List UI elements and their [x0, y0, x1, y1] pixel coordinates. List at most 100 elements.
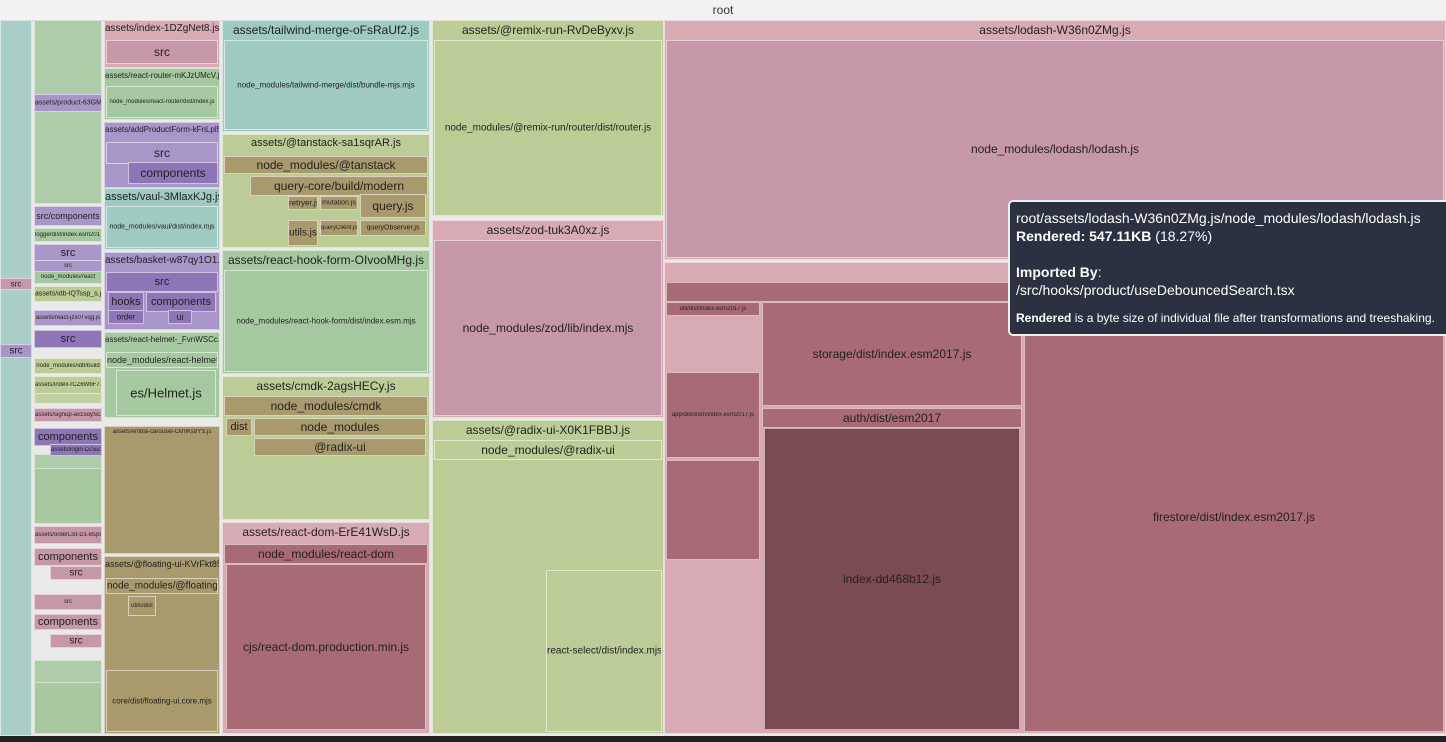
- treemap-node[interactable]: util/dist/index.esm2017.js: [666, 302, 760, 316]
- treemap-node[interactable]: src: [106, 142, 218, 164]
- treemap-node-label: src: [154, 45, 170, 59]
- treemap-node[interactable]: order: [108, 310, 144, 324]
- treemap-node[interactable]: node_modules/vaul/dist/index.mjs: [106, 206, 218, 248]
- treemap-node[interactable]: src/components: [34, 206, 102, 226]
- treemap-node-label: components: [38, 431, 98, 443]
- treemap-node[interactable]: components: [146, 292, 216, 312]
- tooltip-imported-value: /src/hooks/product/useDebouncedSearch.ts…: [1016, 282, 1295, 298]
- treemap-node-label: node_modules/react: [40, 274, 96, 280]
- treemap-node-label: retryer.js: [289, 198, 317, 208]
- treemap-node-label: src: [69, 635, 83, 647]
- treemap-node[interactable]: node_modules/idb/build: [34, 358, 102, 374]
- tooltip-rendered: Rendered: 547.11KB (18.27%): [1016, 227, 1446, 245]
- treemap-node[interactable]: src: [34, 594, 102, 610]
- treemap-node[interactable]: assets/signup-ax15oySc.js: [34, 408, 102, 422]
- treemap-node[interactable]: hooks: [108, 292, 144, 312]
- treemap-node-label: assets/embla-carousel-CkmKs8YS.js: [112, 429, 212, 435]
- treemap-filler-node[interactable]: [34, 682, 102, 734]
- treemap-node[interactable]: src: [34, 260, 102, 272]
- treemap-node[interactable]: node_modules/tailwind-merge/dist/bundle-…: [224, 40, 428, 130]
- treemap-node[interactable]: app/dist/esm/index.esm2017.js: [666, 372, 760, 458]
- treemap-node-label: index-dd468b12.js: [842, 572, 942, 586]
- treemap-node[interactable]: mutation.js: [320, 196, 358, 210]
- treemap-node[interactable]: storage/dist/index.esm2017.js: [762, 302, 1022, 406]
- treemap-node-label: assets/react-jzx0Tvqg.js: [35, 315, 101, 321]
- treemap-node[interactable]: dist: [226, 418, 252, 436]
- treemap-node[interactable]: ui: [168, 310, 192, 324]
- treemap-node[interactable]: node_modules/@remix-run/router/dist/rout…: [434, 40, 662, 216]
- treemap-node[interactable]: utils.js: [288, 220, 318, 246]
- treemap-node[interactable]: auth/dist/esm2017: [762, 408, 1022, 428]
- treemap-node-label: assets/react-hook-form-OIvooMHg.js: [227, 253, 425, 267]
- treemap-node-label: assets/vaul-3MlaxKJg.js: [105, 191, 219, 203]
- treemap-node[interactable]: node_modules/cmdk: [224, 396, 428, 416]
- treemap-node[interactable]: node_modules: [254, 418, 426, 436]
- tooltip-note: Rendered is a byte size of individual fi…: [1016, 309, 1446, 327]
- treemap-node[interactable]: node_modules/@tanstack: [224, 156, 428, 174]
- treemap-node[interactable]: query.js: [360, 194, 426, 218]
- treemap-node-label: assets/zod-tuk3A0xz.js: [486, 223, 610, 237]
- treemap-node-label: assets/index-1DZgNet8.js: [105, 23, 219, 34]
- treemap-node[interactable]: assets/login-DZwZ2qkx.js: [50, 444, 102, 456]
- treemap-node[interactable]: [666, 460, 760, 560]
- treemap-node[interactable]: node_modules/react-hook-form/dist/index.…: [224, 270, 428, 372]
- treemap-node[interactable]: components: [128, 162, 218, 184]
- treemap-node[interactable]: react-select/dist/index.mjs: [546, 570, 662, 732]
- treemap-node[interactable]: components: [34, 614, 102, 630]
- treemap-node-label: src: [64, 599, 72, 605]
- treemap-node-label: node_modules/react-helmet: [107, 355, 217, 365]
- treemap-node[interactable]: assets/product-63GMKtM.js: [34, 94, 102, 112]
- treemap-filler-node[interactable]: [34, 20, 102, 204]
- bottom-bar: [0, 736, 1446, 742]
- treemap-node-label: node_modules/cmdk: [270, 399, 382, 413]
- treemap-node[interactable]: src: [50, 634, 102, 648]
- treemap-node-label: assets/@tanstack-sa1sqrAR.js: [251, 137, 401, 149]
- treemap-node-label: assets/cmdk-2agsHECy.js: [256, 379, 396, 393]
- treemap-node[interactable]: components: [34, 548, 102, 566]
- treemap-node[interactable]: queryClient.js: [320, 220, 358, 236]
- treemap-node[interactable]: node_modules/react-helmet: [106, 352, 218, 368]
- treemap-node-label: assets/react-dom-ErE41WsD.js: [242, 525, 410, 539]
- treemap-node[interactable]: node_modules/@radix-ui: [434, 440, 662, 460]
- treemap-node[interactable]: src: [106, 40, 218, 64]
- treemap-node[interactable]: utils/dist: [128, 596, 156, 616]
- treemap-node[interactable]: node_modules/react: [34, 270, 102, 284]
- treemap-node[interactable]: node_modules/zod/lib/index.mjs: [434, 240, 662, 416]
- treemap-node[interactable]: node_modules/react-router/dist/index.js: [106, 86, 218, 118]
- treemap-node-label: components: [140, 166, 206, 180]
- treemap-node[interactable]: queryObserver.js: [360, 220, 426, 236]
- treemap-node-label: src/components: [36, 211, 100, 221]
- treemap-node[interactable]: src: [34, 330, 102, 348]
- treemap-node-label: loggerdist/index.esm2017.js: [35, 232, 101, 238]
- treemap-node-label: node_modules/react-dom: [257, 547, 395, 561]
- treemap-node-label: @radix-ui: [314, 440, 366, 454]
- treemap-node[interactable]: src: [0, 278, 32, 290]
- treemap-node[interactable]: @radix-ui: [254, 438, 426, 456]
- treemap-node[interactable]: node_modules/react-dom: [224, 544, 428, 564]
- treemap-node[interactable]: cjs/react-dom.production.min.js: [226, 564, 426, 730]
- treemap-node[interactable]: assets/index-rCZ6WbF7.js: [34, 376, 102, 394]
- treemap-node[interactable]: query-core/build/modern: [250, 176, 428, 196]
- treemap-node[interactable]: loggerdist/index.esm2017.js: [34, 228, 102, 242]
- treemap-node[interactable]: assets/idb-lQTssp_s.js: [34, 286, 102, 302]
- treemap-node[interactable]: core/dist/floating-ui.core.mjs: [106, 670, 218, 732]
- treemap-node[interactable]: src: [0, 344, 32, 358]
- treemap-node[interactable]: es/Helmet.js: [116, 370, 216, 416]
- treemap-filler-node[interactable]: [34, 468, 102, 524]
- tooltip-note-text: is a byte size of individual file after …: [1074, 311, 1435, 325]
- treemap-node-label: node_modules/react-hook-form/dist/index.…: [236, 316, 416, 326]
- treemap-node[interactable]: assets/react-jzx0Tvqg.js: [34, 310, 102, 326]
- treemap-node[interactable]: index-dd468b12.js: [764, 428, 1020, 730]
- treemap-node[interactable]: src: [106, 272, 218, 292]
- treemap-node[interactable]: retryer.js: [288, 196, 318, 210]
- treemap-node[interactable]: assets/embla-carousel-CkmKs8YS.js: [104, 426, 220, 554]
- treemap-node[interactable]: firestore/dist/index.esm2017.js: [1024, 302, 1444, 732]
- treemap-filler-node[interactable]: [0, 20, 32, 736]
- treemap-node[interactable]: node_modules/@floating-ui: [106, 578, 218, 594]
- treemap-node[interactable]: src: [50, 566, 102, 580]
- treemap-node-label: assets/react-helmet-_FvnWSCc.js: [105, 335, 219, 344]
- treemap-node[interactable]: assets/orderList-D1-Bsp9.js: [34, 526, 102, 544]
- root-header[interactable]: root: [0, 0, 1446, 21]
- treemap-node-label: ui: [176, 312, 184, 322]
